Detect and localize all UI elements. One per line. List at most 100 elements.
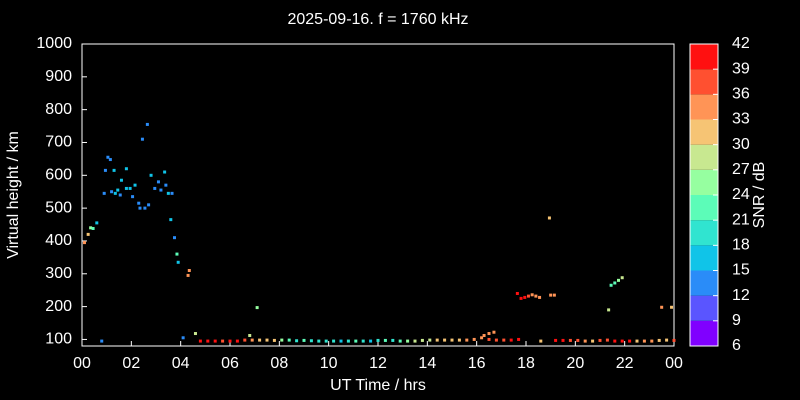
echo-point <box>568 338 572 342</box>
colorbar-tick-label: 15 <box>732 262 750 279</box>
echo-point <box>554 338 558 342</box>
echo-point <box>628 339 632 343</box>
echo-point <box>361 339 365 343</box>
echo-point <box>538 295 542 299</box>
echo-point <box>103 168 107 172</box>
echo-point <box>173 236 176 240</box>
colorbar-tick-label: 30 <box>732 136 750 153</box>
echo-point <box>492 330 496 334</box>
x-tick-label: 22 <box>616 355 634 372</box>
echo-point <box>295 339 299 343</box>
echo-point <box>472 337 476 341</box>
echo-point <box>517 337 521 341</box>
echo-point <box>354 339 358 343</box>
echo-point <box>526 294 530 298</box>
echo-point <box>213 339 217 343</box>
echo-point <box>406 339 410 343</box>
echo-point <box>487 337 491 341</box>
echo-point <box>598 338 602 342</box>
echo-point <box>398 339 402 343</box>
colorbar-tick-label: 24 <box>732 186 750 203</box>
colorbar-tick-label: 18 <box>732 237 750 254</box>
echo-point <box>530 293 534 297</box>
echo-point <box>89 226 93 230</box>
echo-point <box>91 226 95 230</box>
y-tick-label: 1000 <box>36 35 72 52</box>
echo-point <box>620 276 624 280</box>
echo-point <box>480 336 484 340</box>
echo-point <box>272 338 276 342</box>
echo-point <box>332 339 336 343</box>
echo-point <box>302 338 306 342</box>
echo-point <box>164 183 168 187</box>
echo-point <box>428 338 432 342</box>
echo-point <box>250 338 254 342</box>
echo-point <box>482 333 486 337</box>
x-tick-label: 00 <box>73 355 91 372</box>
echo-point <box>607 308 611 312</box>
echo-point <box>137 201 141 205</box>
echo-point <box>613 339 617 343</box>
echo-point <box>143 206 147 210</box>
y-tick-label: 200 <box>45 298 72 315</box>
echo-point <box>617 278 620 282</box>
echo-point <box>181 336 185 340</box>
echo-point <box>613 281 617 285</box>
echo-point <box>369 339 373 343</box>
echo-point <box>670 305 674 309</box>
echo-point <box>642 339 646 343</box>
colorbar-band <box>690 270 718 296</box>
echo-point <box>576 338 580 342</box>
y-tick-label: 600 <box>45 167 72 184</box>
colorbar-tick-label: 39 <box>732 60 750 77</box>
colorbar-tick-label: 36 <box>732 86 750 103</box>
echo-point <box>609 283 613 287</box>
colorbar-band <box>690 295 718 321</box>
echo-point <box>170 191 174 195</box>
plot-frame <box>81 43 675 347</box>
x-tick-label: 00 <box>665 355 683 372</box>
echo-point <box>258 338 262 342</box>
echo-point <box>86 232 90 236</box>
echo-point <box>145 122 149 126</box>
echo-point <box>113 191 117 195</box>
x-tick-label: 12 <box>369 355 387 372</box>
echo-point <box>138 206 142 210</box>
echo-point <box>186 273 190 277</box>
echo-point <box>443 338 447 342</box>
colorbar-tick-label: 9 <box>732 312 741 329</box>
colorbar-tick-label: 21 <box>732 211 750 228</box>
echo-point <box>317 339 321 343</box>
echo-point <box>193 332 197 336</box>
x-tick-label: 02 <box>122 355 140 372</box>
echo-point <box>265 338 269 342</box>
echo-point <box>206 339 210 343</box>
echo-point <box>487 332 491 336</box>
echo-point <box>413 339 417 343</box>
echo-point <box>435 338 439 342</box>
y-tick-label: 900 <box>45 68 72 85</box>
echo-point <box>620 339 624 343</box>
colorbar-band <box>690 245 718 271</box>
echo-point <box>116 188 120 192</box>
echo-point <box>124 167 128 171</box>
echo-point <box>156 180 160 184</box>
colorbar-band <box>690 220 718 246</box>
echo-point <box>235 339 239 343</box>
echo-point <box>660 305 664 309</box>
y-tick-label: 400 <box>45 232 72 249</box>
echo-point <box>166 191 170 195</box>
echo-point <box>133 183 137 187</box>
echo-point <box>108 158 112 162</box>
colorbar-band <box>690 94 718 120</box>
x-tick-label: 08 <box>270 355 288 372</box>
echo-point <box>523 295 527 299</box>
y-tick-label: 700 <box>45 134 72 151</box>
y-tick-label: 100 <box>45 331 72 348</box>
echo-point <box>153 186 157 190</box>
echo-point <box>465 338 469 342</box>
echo-point <box>509 338 513 342</box>
y-axis-label: Virtual height / km <box>5 131 22 259</box>
echo-point <box>175 252 179 256</box>
echo-point <box>549 293 553 297</box>
